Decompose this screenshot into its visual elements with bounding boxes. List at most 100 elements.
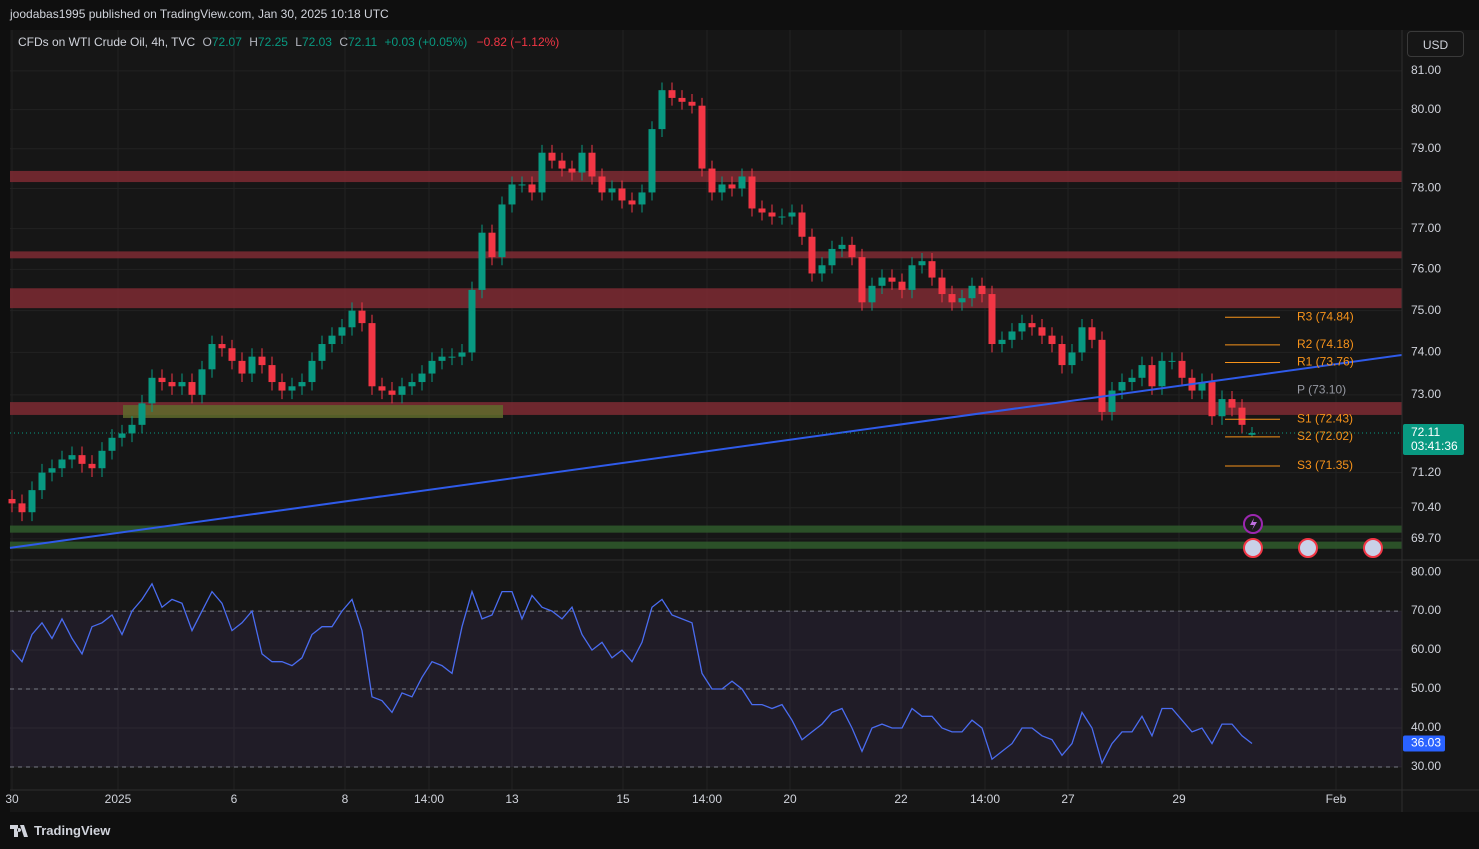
candle-body — [1238, 407, 1246, 425]
candle-body — [78, 455, 86, 464]
y-tick-label: 75.00 — [1411, 303, 1441, 317]
candle-body — [1098, 339, 1106, 412]
candle-body — [628, 200, 636, 205]
zone — [10, 525, 1402, 533]
candle-body — [288, 386, 296, 391]
candle-body — [138, 403, 146, 425]
rsi-tag-value: 36.03 — [1411, 736, 1441, 750]
x-tick-label: 30 — [5, 792, 19, 806]
candle-body — [1008, 331, 1016, 340]
candle-body — [348, 310, 356, 328]
candle-body — [748, 176, 756, 209]
candle-body — [388, 390, 396, 395]
rsi-line — [11, 582, 1253, 765]
y-tick-label: 77.00 — [1411, 221, 1441, 235]
candle-body — [948, 294, 956, 303]
event-icon[interactable] — [1243, 538, 1263, 558]
candle-body — [218, 344, 226, 349]
y-tick-label: 71.20 — [1411, 465, 1441, 479]
publisher: joodabas1995 published on TradingView.co… — [10, 7, 389, 21]
x-tick-label: 14:00 — [414, 792, 444, 806]
candle-body — [588, 152, 596, 177]
zone — [10, 170, 1402, 183]
candle-body — [158, 377, 166, 383]
x-tick-label: 14:00 — [970, 792, 1000, 806]
pivot-label: R3 (74.84) — [1297, 309, 1354, 323]
candle-body — [1158, 360, 1166, 387]
pivot-label: S3 (71.35) — [1297, 458, 1353, 472]
y-tick-label: 30.00 — [1411, 759, 1441, 773]
candle-body — [118, 433, 126, 438]
y-tick-label: 74.00 — [1411, 345, 1441, 359]
candle-body — [1148, 365, 1156, 387]
x-tick-label: Feb — [1326, 792, 1347, 806]
candle-body — [368, 323, 376, 387]
candle-body — [538, 152, 546, 193]
candle-body — [598, 176, 606, 193]
candle-body — [988, 294, 996, 345]
candle-body — [938, 277, 946, 295]
legend-value: 72.07 — [211, 35, 242, 49]
candle-body — [798, 212, 806, 237]
y-tick-label: 80.00 — [1411, 564, 1441, 578]
candle-body — [608, 188, 616, 193]
candle-body — [438, 356, 446, 361]
candle-body — [188, 382, 196, 395]
candle-body — [178, 382, 186, 387]
candle-body — [1058, 344, 1066, 366]
x-tick-label: 20 — [783, 792, 797, 806]
candle-body — [488, 232, 496, 258]
candle-body — [788, 212, 796, 217]
x-tick-label: 6 — [231, 792, 238, 806]
candle-body — [868, 285, 876, 303]
candle-body — [338, 327, 346, 336]
candle-body — [918, 261, 926, 266]
event-icon[interactable] — [1298, 538, 1318, 558]
candle-body — [148, 377, 156, 404]
candle-body — [658, 90, 666, 130]
candle-body — [398, 386, 406, 395]
candle-body — [208, 344, 216, 370]
y-tick-label: 70.40 — [1411, 500, 1441, 514]
brand: TradingView — [10, 823, 110, 838]
candle-body — [1228, 399, 1236, 408]
candle-body — [1138, 365, 1146, 378]
currency-button[interactable]: USD — [1407, 31, 1464, 57]
y-tick-label: 50.00 — [1411, 681, 1441, 695]
candle-body — [68, 455, 76, 460]
event-icon[interactable] — [1363, 538, 1383, 558]
y-tick-label: 81.00 — [1411, 63, 1441, 77]
candle-body — [168, 382, 176, 387]
candle-body — [518, 184, 526, 186]
candle-body — [1038, 327, 1046, 336]
candle-body — [408, 382, 416, 387]
rsi-tag — [1403, 735, 1445, 752]
legend-value: 72.11 — [348, 35, 378, 49]
candle-body — [1028, 323, 1036, 328]
candle-body — [428, 360, 436, 374]
candle-body — [728, 184, 736, 189]
pivot-label: R2 (74.18) — [1297, 337, 1354, 351]
candle-body — [318, 344, 326, 361]
pivot-label: P (73.10) — [1297, 383, 1346, 397]
candle-body — [528, 184, 536, 193]
candle-body — [858, 257, 866, 303]
candle-body — [228, 348, 236, 361]
candle-body — [578, 152, 586, 173]
candle-body — [98, 450, 106, 469]
candle-body — [908, 265, 916, 290]
candle-body — [888, 277, 896, 282]
candle-body — [238, 360, 246, 374]
candle-body — [8, 498, 16, 504]
axis-background — [1402, 30, 1479, 812]
plot-layer: 30 2025 6 8 14:00 13 15 14:00 20 22 14:00 27 29 Feb 81… — [5, 63, 1441, 806]
candle-body — [308, 360, 316, 383]
y-tick-label: 40.00 — [1411, 720, 1441, 734]
legend-value: 72.25 — [257, 35, 288, 49]
candle-body — [558, 160, 566, 169]
candle-body — [478, 232, 486, 290]
candle-body — [678, 97, 686, 102]
candle-body — [838, 244, 846, 249]
candle-body — [568, 168, 576, 173]
